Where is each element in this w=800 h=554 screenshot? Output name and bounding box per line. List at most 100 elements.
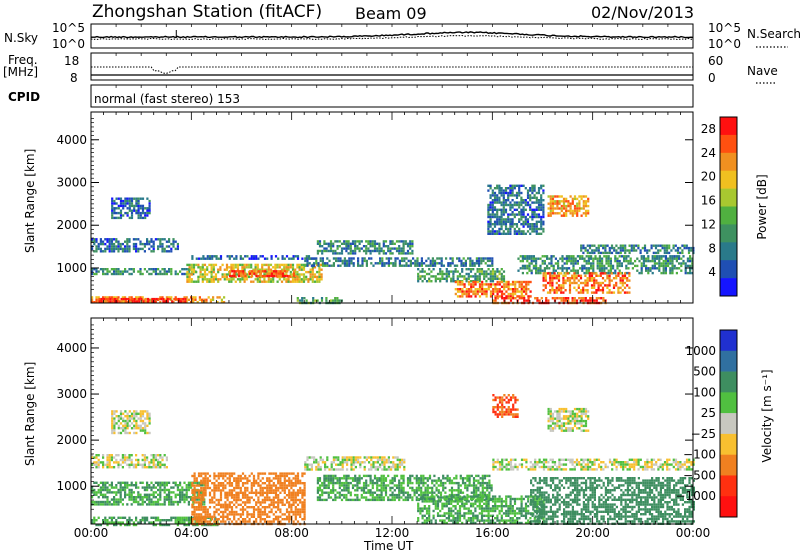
velocity-cell bbox=[141, 458, 144, 462]
velocity-cell bbox=[95, 454, 98, 457]
power-cell bbox=[379, 259, 382, 263]
power-cell bbox=[565, 255, 568, 258]
power-cell bbox=[500, 218, 503, 221]
power-cell bbox=[338, 252, 341, 255]
power-cell bbox=[330, 264, 333, 267]
velocity-cell bbox=[246, 510, 249, 514]
velocity-cell bbox=[233, 494, 236, 497]
power-cell bbox=[281, 255, 284, 258]
power-cell bbox=[119, 270, 122, 273]
power-cell bbox=[525, 299, 528, 302]
velocity-cell bbox=[135, 463, 138, 466]
power-cell bbox=[515, 191, 519, 195]
power-cell bbox=[577, 279, 580, 282]
velocity-cell bbox=[152, 493, 155, 496]
power-cell bbox=[647, 269, 650, 272]
power-cell bbox=[168, 268, 171, 271]
velocity-cell bbox=[270, 510, 273, 514]
power-cell bbox=[565, 197, 568, 201]
velocity-cell bbox=[296, 503, 300, 506]
power-cell bbox=[197, 263, 200, 267]
power-cell bbox=[584, 209, 588, 213]
power-cell bbox=[382, 242, 385, 245]
power-cell bbox=[358, 249, 361, 253]
power-cell bbox=[483, 283, 486, 286]
velocity-cell bbox=[288, 482, 291, 485]
velocity-cell bbox=[119, 521, 122, 524]
velocity-cell bbox=[329, 491, 333, 494]
velocity-cell bbox=[259, 518, 262, 521]
power-cell bbox=[606, 244, 609, 247]
power-cell bbox=[580, 249, 583, 252]
power-cell bbox=[563, 257, 566, 260]
power-cell bbox=[416, 264, 419, 267]
velocity-cell bbox=[99, 523, 102, 527]
beam-label: Beam 09 bbox=[355, 4, 427, 23]
power-cell bbox=[520, 288, 523, 291]
velocity-cell bbox=[157, 461, 160, 464]
power-cell bbox=[226, 255, 229, 258]
power-cell bbox=[489, 184, 492, 187]
power-cell bbox=[581, 267, 584, 270]
power-cell bbox=[537, 267, 540, 270]
power-cell bbox=[590, 255, 593, 258]
power-cell bbox=[493, 206, 497, 209]
power-cell bbox=[467, 280, 471, 284]
power-cell bbox=[593, 291, 596, 294]
velocity-cell bbox=[113, 496, 116, 499]
velocity-cell bbox=[337, 463, 340, 466]
power-cell bbox=[405, 262, 408, 265]
power-cell bbox=[478, 268, 481, 271]
power-cell bbox=[439, 268, 442, 271]
power-cell bbox=[451, 257, 454, 260]
power-cell bbox=[551, 281, 554, 285]
velocity-cell bbox=[93, 521, 96, 524]
velocity-cell bbox=[261, 506, 264, 509]
power-cell bbox=[518, 189, 521, 192]
velocity-cell bbox=[132, 496, 135, 499]
power-cell bbox=[584, 297, 587, 300]
power-cell bbox=[640, 267, 643, 270]
power-cell bbox=[524, 215, 527, 219]
velocity-cell bbox=[257, 510, 260, 514]
power-cell bbox=[463, 277, 466, 280]
velocity-cell bbox=[283, 486, 286, 490]
power-cell bbox=[121, 301, 124, 304]
velocity-cell bbox=[195, 513, 198, 516]
power-cell bbox=[317, 264, 320, 267]
velocity-cell bbox=[303, 510, 306, 514]
power-colorbar-tick: 4 bbox=[708, 265, 716, 279]
velocity-cell bbox=[250, 489, 253, 492]
power-cell bbox=[95, 301, 98, 304]
power-cell bbox=[104, 238, 107, 241]
power-cell bbox=[160, 297, 163, 301]
velocity-cell bbox=[235, 479, 238, 482]
velocity-cell bbox=[398, 465, 401, 469]
velocity-cell bbox=[191, 503, 194, 506]
velocity-cell bbox=[211, 498, 214, 502]
power-cell bbox=[619, 279, 622, 282]
power-cell bbox=[664, 264, 667, 268]
power-cell bbox=[192, 270, 196, 274]
power-cell bbox=[201, 278, 204, 281]
power-cell bbox=[537, 206, 541, 209]
velocity-cell bbox=[301, 491, 304, 494]
velocity-cell bbox=[179, 516, 182, 519]
velocity-cell bbox=[146, 498, 149, 501]
power-cell bbox=[245, 278, 248, 281]
velocity-cell bbox=[141, 516, 144, 519]
power-cell bbox=[452, 275, 455, 278]
velocity-cell bbox=[150, 454, 153, 457]
power-cell bbox=[489, 290, 493, 293]
velocity-cell bbox=[135, 496, 138, 499]
power-cell bbox=[343, 262, 346, 265]
velocity-cell bbox=[115, 519, 118, 522]
power-cell bbox=[535, 262, 538, 265]
power-cell bbox=[659, 249, 662, 252]
velocity-cell bbox=[219, 482, 223, 485]
velocity-cell bbox=[97, 500, 100, 504]
velocity-cell bbox=[301, 506, 304, 509]
power-cell bbox=[581, 257, 584, 260]
power-cell bbox=[629, 257, 632, 260]
power-cell bbox=[576, 207, 579, 210]
